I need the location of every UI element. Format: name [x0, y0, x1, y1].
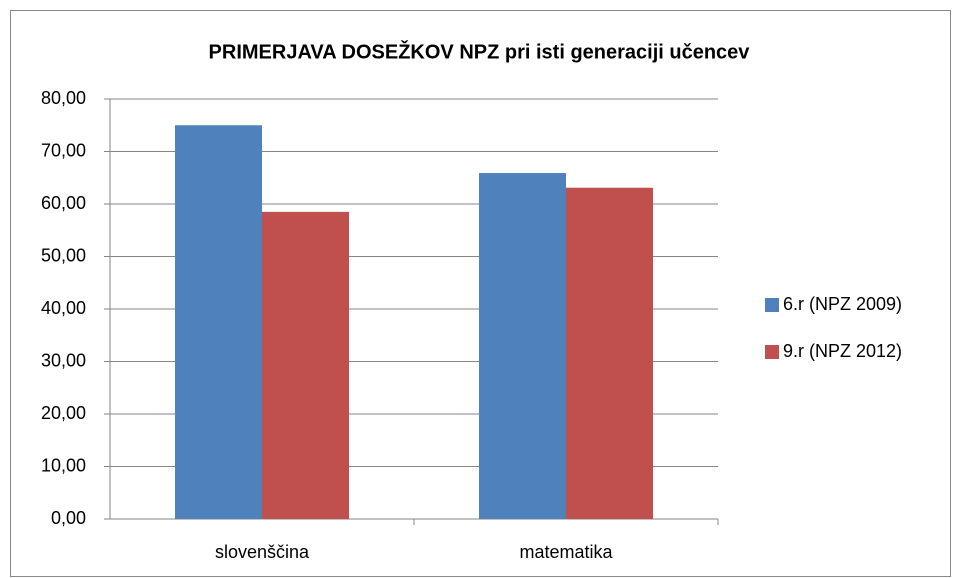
y-tick-label: 20,00 [41, 403, 86, 423]
bar [175, 125, 262, 519]
y-tick-label: 60,00 [41, 193, 86, 213]
bar [566, 187, 653, 519]
legend-swatch [765, 345, 779, 359]
y-tick-label: 10,00 [41, 455, 86, 475]
y-tick-label: 30,00 [41, 350, 86, 370]
y-tick-label: 70,00 [41, 140, 86, 160]
chart-title: PRIMERJAVA DOSEŽKOV NPZ pri isti generac… [209, 39, 751, 63]
y-tick-label: 0,00 [51, 508, 86, 528]
x-tick-label: matematika [519, 542, 613, 562]
bar [479, 173, 566, 519]
legend-swatch [765, 298, 779, 312]
legend-label: 9.r (NPZ 2012) [783, 341, 902, 361]
legend-label: 6.r (NPZ 2009) [783, 294, 902, 314]
y-tick-label: 50,00 [41, 245, 86, 265]
bar [262, 211, 349, 519]
x-tick-label: slovenščina [215, 542, 310, 562]
y-tick-label: 40,00 [41, 298, 86, 318]
y-tick-label: 80,00 [41, 88, 86, 108]
